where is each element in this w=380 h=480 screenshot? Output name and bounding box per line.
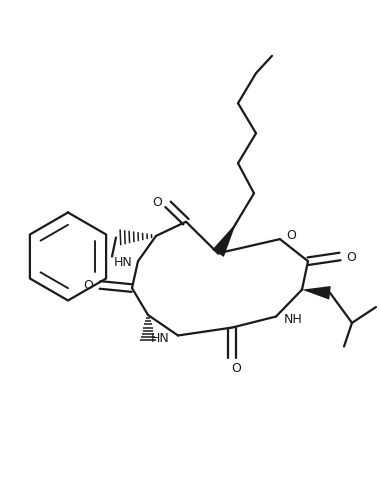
Text: O: O — [84, 279, 93, 292]
Text: O: O — [287, 228, 296, 241]
Text: O: O — [231, 361, 241, 374]
Text: HN: HN — [114, 255, 132, 268]
Polygon shape — [212, 224, 236, 257]
Text: NH: NH — [283, 312, 302, 325]
Polygon shape — [302, 287, 331, 300]
Text: HN: HN — [151, 331, 169, 344]
Text: O: O — [347, 251, 356, 264]
Text: O: O — [152, 195, 162, 208]
